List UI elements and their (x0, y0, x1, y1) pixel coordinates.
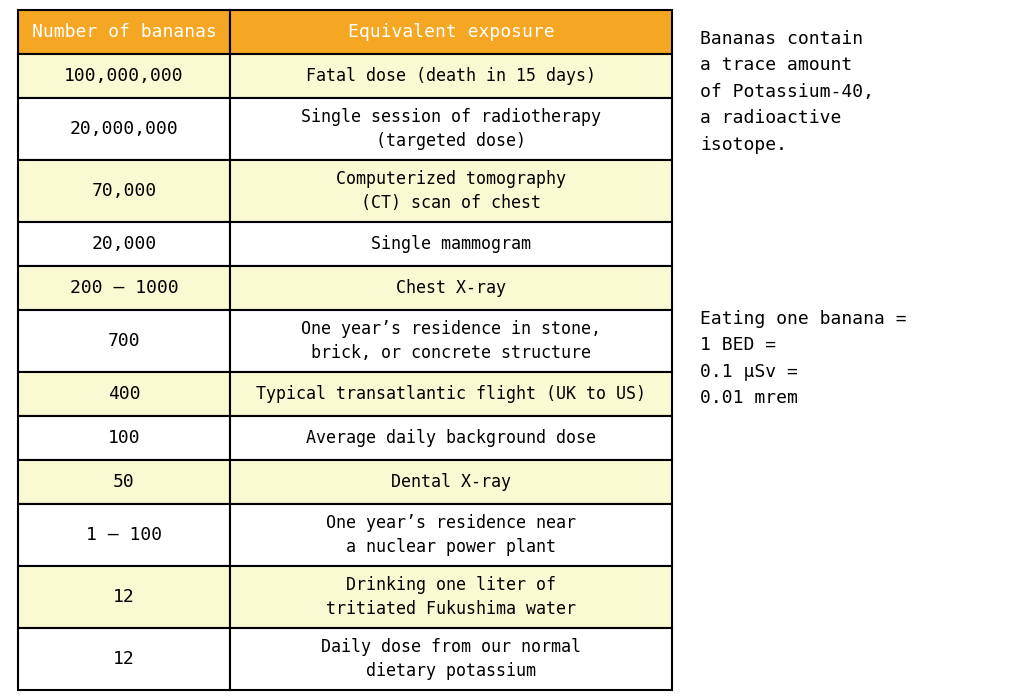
Text: Typical transatlantic flight (UK to US): Typical transatlantic flight (UK to US) (256, 385, 646, 403)
Text: 20,000: 20,000 (91, 235, 157, 253)
Bar (230, 504, 672, 566)
Bar (230, 10, 672, 54)
Text: Fatal dose (death in 15 days): Fatal dose (death in 15 days) (306, 67, 596, 85)
Bar (18, 372, 230, 416)
Bar (230, 98, 672, 160)
Text: Single session of radiotherapy
(targeted dose): Single session of radiotherapy (targeted… (301, 108, 601, 150)
Bar (230, 310, 672, 372)
Bar (18, 460, 230, 504)
Text: 50: 50 (113, 473, 135, 491)
Bar (18, 10, 230, 54)
Bar (230, 566, 672, 628)
Text: Bananas contain
a trace amount
of Potassium-40,
a radioactive
isotope.: Bananas contain a trace amount of Potass… (700, 30, 874, 154)
Bar (18, 266, 230, 310)
Bar (18, 310, 230, 372)
Bar (230, 266, 672, 310)
Text: Number of bananas: Number of bananas (32, 23, 216, 41)
Text: Computerized tomography
(CT) scan of chest: Computerized tomography (CT) scan of che… (336, 171, 566, 212)
Text: 12: 12 (113, 588, 135, 606)
Bar (230, 54, 672, 98)
Text: 100,000,000: 100,000,000 (65, 67, 184, 85)
Bar (18, 54, 230, 98)
Bar (18, 628, 230, 690)
Bar (230, 222, 672, 266)
Text: Equivalent exposure: Equivalent exposure (348, 23, 554, 41)
Bar (18, 98, 230, 160)
Bar (18, 566, 230, 628)
Text: 1 – 100: 1 – 100 (86, 526, 162, 544)
Text: 20,000,000: 20,000,000 (70, 120, 178, 138)
Text: Chest X-ray: Chest X-ray (396, 279, 506, 297)
Text: Dental X-ray: Dental X-ray (391, 473, 511, 491)
Text: 70,000: 70,000 (91, 182, 157, 200)
Text: Daily dose from our normal
dietary potassium: Daily dose from our normal dietary potas… (321, 638, 581, 680)
Bar (230, 460, 672, 504)
Text: 200 – 1000: 200 – 1000 (70, 279, 178, 297)
Text: 12: 12 (113, 650, 135, 668)
Text: One year’s residence in stone,
brick, or concrete structure: One year’s residence in stone, brick, or… (301, 320, 601, 362)
Text: 700: 700 (108, 332, 140, 350)
Bar (18, 416, 230, 460)
Bar (18, 504, 230, 566)
Text: Average daily background dose: Average daily background dose (306, 429, 596, 447)
Bar (18, 222, 230, 266)
Text: Single mammogram: Single mammogram (371, 235, 531, 253)
Bar (230, 416, 672, 460)
Text: Drinking one liter of
tritiated Fukushima water: Drinking one liter of tritiated Fukushim… (326, 576, 575, 618)
Text: 100: 100 (108, 429, 140, 447)
Bar (230, 628, 672, 690)
Bar (18, 160, 230, 222)
Text: Eating one banana =
1 BED =
0.1 μSv =
0.01 mrem: Eating one banana = 1 BED = 0.1 μSv = 0.… (700, 310, 906, 407)
Bar (230, 160, 672, 222)
Bar (230, 372, 672, 416)
Text: 400: 400 (108, 385, 140, 403)
Text: One year’s residence near
a nuclear power plant: One year’s residence near a nuclear powe… (326, 514, 575, 556)
